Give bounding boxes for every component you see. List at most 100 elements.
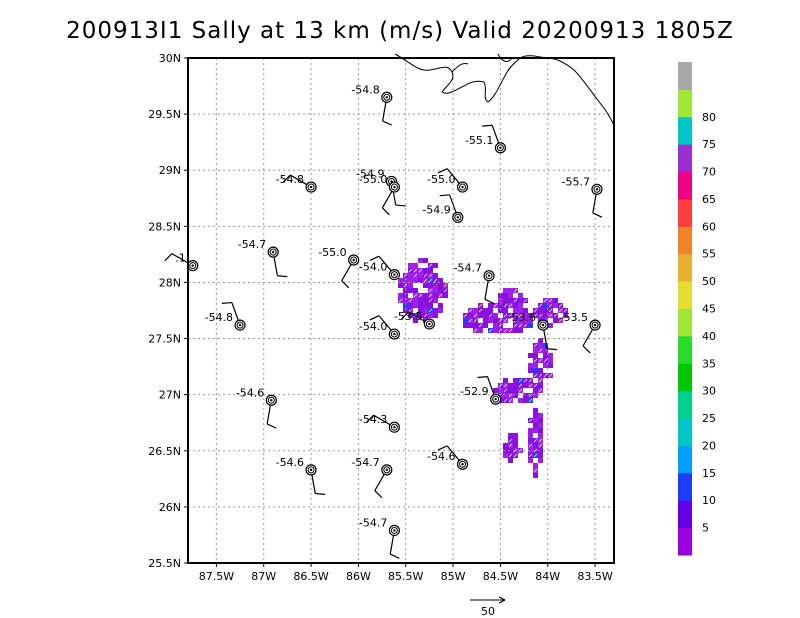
station-marker: [494, 142, 506, 154]
echo-vector: [513, 448, 518, 453]
colorbar-label: 35: [702, 357, 716, 370]
echo-vector: [558, 303, 563, 308]
echo-vector: [533, 383, 538, 388]
echo-pixel: [508, 433, 513, 438]
echo-pixel: [493, 328, 498, 333]
echo-vector: [513, 453, 518, 458]
echo-vector: [508, 453, 513, 458]
station-temp-label: -52.9: [460, 385, 488, 398]
echo-vector: [473, 313, 478, 318]
echo-vector: [503, 313, 508, 318]
station-marker: [452, 211, 464, 223]
colorbar-label: 50: [702, 275, 716, 288]
echo-pixel: [468, 323, 473, 328]
echo-pixel: [423, 258, 428, 263]
echo-vector: [538, 348, 543, 353]
echo-pixel: [533, 463, 538, 468]
echo-pixel: [408, 303, 413, 308]
echo-pixel: [508, 293, 513, 298]
echo-pixel: [413, 318, 418, 323]
echo-vector: [533, 453, 538, 458]
station-temp-label: -54.9: [356, 167, 384, 180]
echo-pixel: [523, 383, 528, 388]
echo-pixel: [523, 393, 528, 398]
echo-vector: [543, 298, 548, 303]
echo-pixel: [538, 343, 543, 348]
colorbar-label: 25: [702, 412, 716, 425]
echo-pixel: [428, 283, 433, 288]
echo-vector: [468, 308, 473, 313]
echo-pixel: [503, 448, 508, 453]
echo-vector: [538, 388, 543, 393]
echo-pixel: [503, 293, 508, 298]
echo-pixel: [533, 348, 538, 353]
echo-vector: [413, 268, 418, 273]
echo-pixel: [543, 303, 548, 308]
echo-pixel: [498, 388, 503, 393]
echo-pixel: [403, 293, 408, 298]
colorbar-label: 5: [702, 522, 709, 535]
echo-vector: [508, 398, 513, 403]
echo-vector: [503, 398, 508, 403]
echo-pixel: [548, 323, 553, 328]
colorbar-label: 60: [702, 220, 716, 233]
wind-barb-flag: [221, 301, 232, 305]
echo-pixel: [528, 363, 533, 368]
echo-pixel: [513, 438, 518, 443]
echo-vector: [508, 303, 513, 308]
colorbar-label: 10: [702, 494, 716, 507]
echo-pixel: [438, 288, 443, 293]
echo-vector: [433, 278, 438, 283]
echo-pixel: [533, 443, 538, 448]
echo-pixel: [553, 318, 558, 323]
station-marker: [305, 464, 317, 476]
echo-vector: [498, 383, 503, 388]
echo-vector: [558, 318, 563, 323]
echo-vector: [558, 308, 563, 313]
echo-vector: [508, 443, 513, 448]
echo-pixel: [418, 308, 423, 313]
echo-pixel: [418, 273, 423, 278]
echo-vector: [548, 308, 553, 313]
colorbar: 5 10 15 20 25 30 35 40 45 50 55 60 65 70 75 80: [678, 62, 716, 556]
echo-pixel: [533, 368, 538, 373]
echo-pixel: [543, 343, 548, 348]
echo-pixel: [513, 383, 518, 388]
echo-pixel: [548, 358, 553, 363]
echo-vector: [513, 288, 518, 293]
echo-vector: [548, 373, 553, 378]
echo-vector: [538, 313, 543, 318]
station-temp-label: -54.7: [238, 238, 266, 251]
echo-vector: [478, 323, 483, 328]
wind-barb-flag: [381, 207, 390, 216]
x-axis-ticks: 87.5W 87W 86.5W 86W 85.5W 85W 84.5W 84W 83.5W: [199, 563, 613, 583]
echo-pixel: [408, 278, 413, 283]
wind-barb-flag: [439, 194, 450, 197]
colorbar-segment: [678, 144, 692, 173]
echo-pixel: [488, 308, 493, 313]
colorbar-segment: [678, 500, 692, 529]
station-marker: [388, 421, 400, 433]
echo-pixel: [508, 383, 513, 388]
echo-pixel: [513, 443, 518, 448]
station-marker: [234, 319, 246, 331]
colorbar-segment: [678, 62, 692, 90]
y-tick-label: 26N: [159, 501, 181, 514]
echo-pixel: [418, 258, 423, 263]
station-marker: [381, 464, 393, 476]
x-tick-label: 84.5W: [483, 570, 518, 583]
echo-vector: [533, 448, 538, 453]
echo-vector: [418, 268, 423, 273]
station-marker: [388, 268, 400, 281]
wind-barb-flag: [341, 280, 350, 289]
station-temp-label: -54.8: [351, 83, 379, 96]
echo-pixel: [548, 353, 553, 358]
echo-pixel: [443, 293, 448, 298]
echo-vector: [498, 323, 503, 328]
colorbar-segment: [678, 418, 692, 446]
echo-vector: [473, 318, 478, 323]
echo-pixel: [533, 473, 538, 478]
echo-vector: [443, 288, 448, 293]
colorbar-segment: [678, 116, 692, 145]
